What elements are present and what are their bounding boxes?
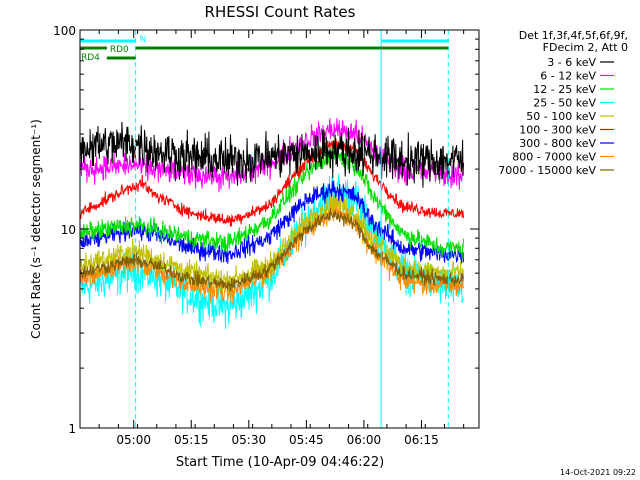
legend-item-label: 3 - 6 keV [547,56,596,69]
x-axis: 05:00 05:15 05:30 05:45 06:00 06:15 [79,30,465,447]
series-line-2 [80,143,464,259]
legend-item-label: 12 - 25 keV [533,83,596,96]
legend-header-line-2: FDecim 2, Att 0 [543,41,628,54]
annotation-layer: N RD0 RD4 [79,30,449,428]
series-line-0 [80,121,464,188]
x-tick-label: 05:15 [174,433,209,447]
x-tick-label: 05:00 [116,433,151,447]
annotation-label-N: N [140,35,147,45]
y-tick-label: 1 [68,422,76,436]
legend-item-label: 100 - 300 keV [519,124,596,137]
series-line-6 [80,180,464,264]
legend-item-label: 6 - 12 keV [540,70,596,83]
legend-item-label: 300 - 800 keV [519,137,596,150]
chart-title: RHESSI Count Rates [205,3,356,21]
x-axis-label: Start Time (10-Apr-09 04:46:22) [176,455,384,470]
annotation-label-RD4: RD4 [81,53,100,63]
y-axis: 1 10 100 [53,24,479,436]
legend: Det 1f,3f,4f,5f,6f,9f, FDecim 2, Att 0 3… [498,29,628,177]
x-tick-label: 05:45 [289,433,324,447]
y-tick-label: 10 [61,223,76,237]
series-layer [80,117,464,330]
series-line-8 [80,208,464,292]
series-line-4 [80,189,464,295]
legend-item-label: 50 - 100 keV [526,110,596,123]
annotation-label-RD0: RD0 [110,45,129,55]
legend-item-label: 7000 - 15000 keV [498,164,596,177]
legend-item-label: 800 - 7000 keV [512,151,596,164]
legend-header-line-1: Det 1f,3f,4f,5f,6f,9f, [519,29,628,42]
x-tick-label: 05:30 [232,433,267,447]
x-tick-label: 06:15 [404,433,439,447]
series-line-5 [80,137,464,227]
y-tick-label: 100 [53,24,76,38]
legend-item-label: 25 - 50 keV [533,97,596,110]
y-axis-label: Count Rate (s⁻¹ detector segment⁻¹) [29,119,43,339]
timestamp: 14-Oct-2021 09:22 [560,468,636,477]
x-tick-label: 06:00 [347,433,382,447]
